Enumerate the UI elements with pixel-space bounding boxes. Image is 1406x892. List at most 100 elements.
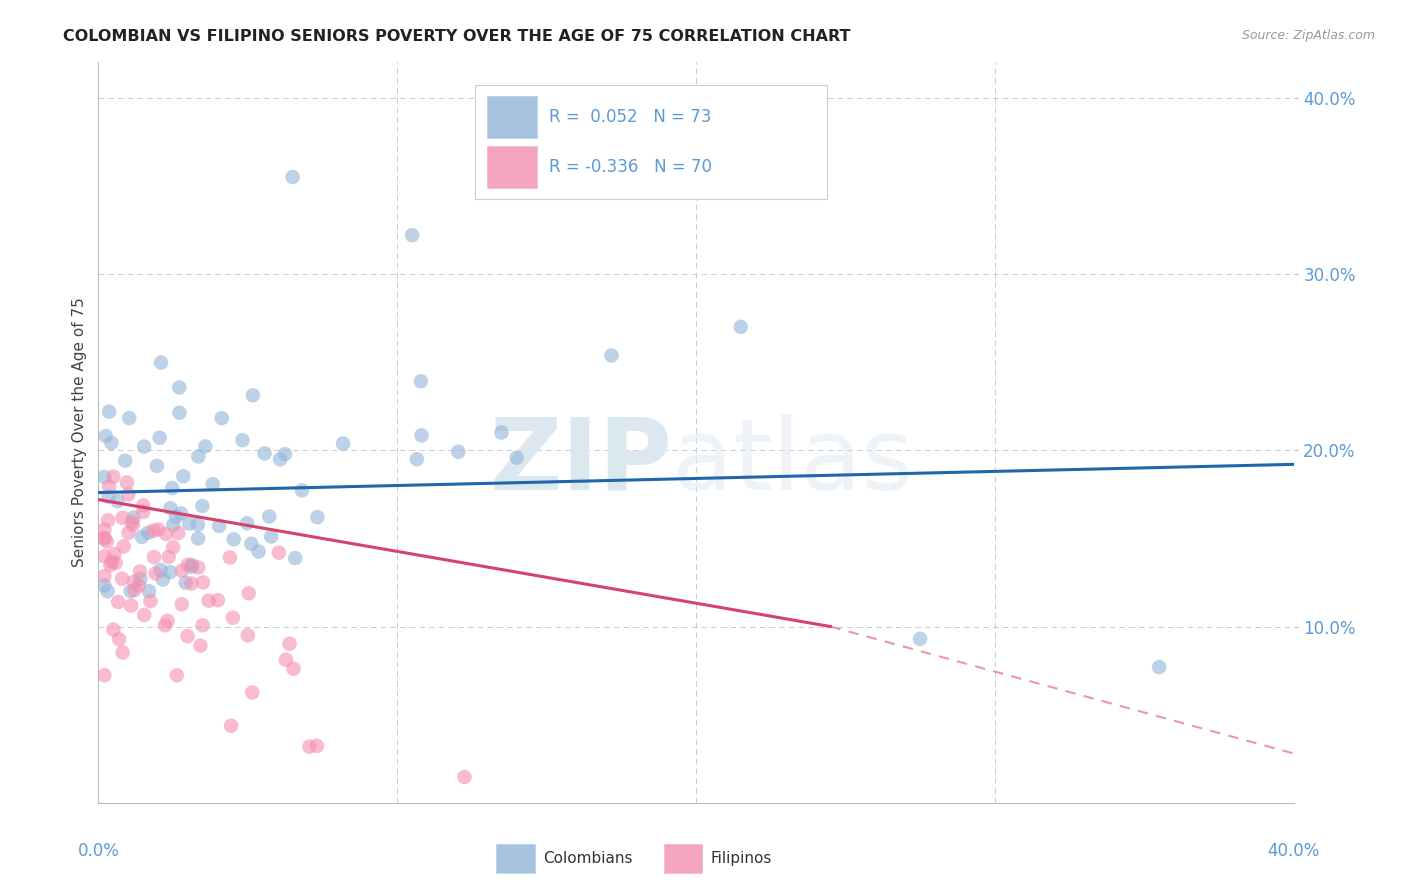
Point	[447, 444, 470, 458]
Point	[93, 668, 115, 682]
Point	[115, 475, 138, 490]
Point	[162, 518, 184, 533]
Point	[128, 579, 150, 593]
Point	[93, 532, 115, 546]
Point	[406, 452, 429, 467]
Point	[194, 440, 217, 454]
Point	[136, 525, 159, 540]
Point	[236, 516, 259, 531]
FancyBboxPatch shape	[486, 146, 537, 187]
Point	[108, 632, 131, 647]
Point	[97, 584, 120, 599]
Point	[1147, 660, 1170, 674]
Point	[122, 510, 145, 524]
Point	[132, 505, 155, 519]
Point	[129, 572, 152, 586]
Point	[169, 406, 191, 420]
Point	[278, 637, 301, 651]
Point	[172, 469, 194, 483]
Point	[281, 169, 304, 184]
Point	[190, 639, 212, 653]
Point	[129, 565, 152, 579]
Point	[170, 564, 193, 578]
Point	[411, 428, 433, 442]
Point	[93, 578, 115, 592]
Text: 40.0%: 40.0%	[1267, 841, 1320, 860]
Point	[238, 586, 260, 600]
Point	[93, 569, 115, 583]
Point	[177, 558, 200, 572]
Point	[211, 411, 233, 425]
Point	[156, 614, 179, 628]
Point	[120, 584, 142, 599]
Point	[98, 404, 121, 418]
Point	[219, 550, 242, 565]
Point	[208, 519, 231, 533]
Point	[191, 499, 214, 513]
Point	[166, 668, 188, 682]
Point	[284, 551, 307, 566]
Point	[149, 563, 172, 577]
Point	[170, 597, 193, 611]
Text: ZIP: ZIP	[489, 414, 672, 511]
Point	[180, 558, 202, 572]
Point	[159, 565, 181, 579]
Point	[117, 525, 139, 540]
Point	[117, 487, 139, 501]
Point	[149, 431, 172, 445]
Point	[114, 453, 136, 467]
Point	[157, 549, 180, 564]
Point	[146, 458, 169, 473]
Point	[162, 540, 184, 554]
Point	[138, 584, 160, 599]
Point	[107, 595, 129, 609]
Point	[187, 517, 209, 532]
Point	[134, 440, 156, 454]
Text: 0.0%: 0.0%	[77, 841, 120, 860]
FancyBboxPatch shape	[486, 96, 537, 138]
Point	[122, 517, 145, 532]
Point	[179, 516, 201, 531]
Point	[104, 556, 127, 570]
Point	[257, 509, 280, 524]
Point	[143, 549, 166, 564]
Text: Colombians: Colombians	[543, 851, 633, 866]
Text: Source: ZipAtlas.com: Source: ZipAtlas.com	[1241, 29, 1375, 42]
Point	[93, 549, 115, 564]
Point	[132, 499, 155, 513]
Point	[332, 436, 354, 450]
Point	[159, 501, 181, 516]
Point	[94, 429, 117, 443]
Point	[100, 555, 122, 569]
Point	[187, 450, 209, 464]
Point	[93, 531, 115, 545]
Point	[160, 481, 183, 495]
Point	[253, 446, 276, 460]
Point	[100, 558, 122, 573]
Y-axis label: Seniors Poverty Over the Age of 75: Seniors Poverty Over the Age of 75	[72, 298, 87, 567]
Point	[134, 607, 156, 622]
Point	[176, 629, 198, 643]
Point	[191, 575, 214, 590]
Point	[491, 425, 513, 440]
Point	[207, 593, 229, 607]
Point	[298, 739, 321, 754]
Point	[97, 490, 120, 504]
Point	[222, 610, 245, 624]
FancyBboxPatch shape	[496, 844, 534, 873]
Point	[453, 770, 475, 784]
Point	[247, 544, 270, 558]
Point	[187, 532, 209, 546]
Point	[180, 576, 202, 591]
Point	[180, 559, 202, 574]
Point	[283, 662, 305, 676]
FancyBboxPatch shape	[475, 85, 827, 200]
Text: atlas: atlas	[672, 414, 914, 511]
Point	[307, 510, 329, 524]
Point	[111, 510, 134, 524]
Point	[100, 436, 122, 450]
Point	[93, 522, 115, 536]
Point	[103, 547, 125, 561]
Point	[103, 469, 125, 483]
Point	[120, 599, 142, 613]
